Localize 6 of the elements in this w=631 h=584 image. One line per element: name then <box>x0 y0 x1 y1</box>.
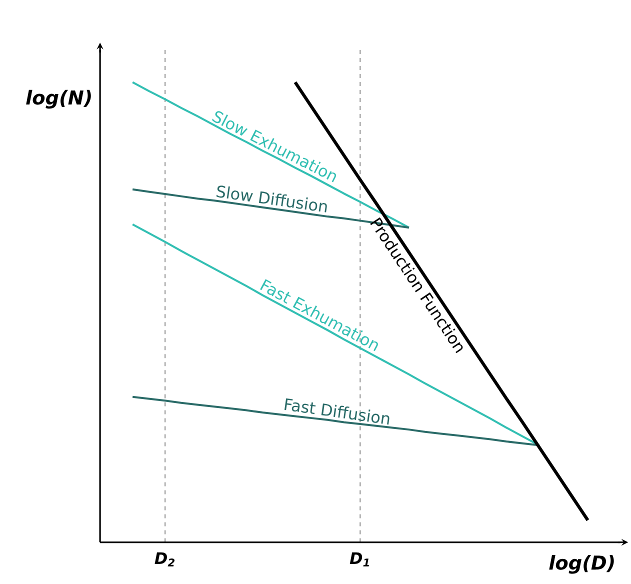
text: Fast Diffusion <box>284 398 390 424</box>
x-tick-label: D$_{2}$ <box>154 552 175 566</box>
y-axis-title: log(N) <box>26 90 91 108</box>
x-axis-title: log(D) <box>549 554 614 574</box>
text: Slow Diffusion <box>216 185 327 212</box>
x-tick-label: D$_{1}$ <box>350 552 369 566</box>
